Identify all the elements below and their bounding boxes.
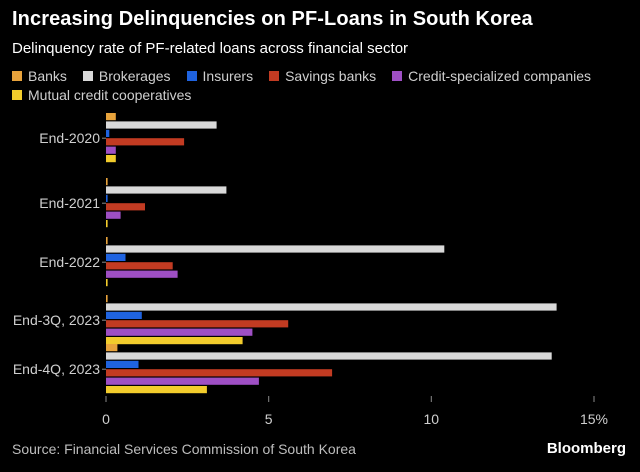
legend-label: Credit-specialized companies	[408, 68, 592, 84]
x-tick-label: 15%	[580, 411, 608, 427]
bar-0-1	[106, 121, 217, 129]
legend: Banks Brokerages Insurers Savings banks Cred…	[12, 68, 628, 103]
legend-label: Savings banks	[285, 68, 377, 84]
category-label: End-2022	[39, 254, 100, 270]
bar-2-4	[106, 270, 178, 278]
bar-0-5	[106, 155, 116, 163]
bar-2-1	[106, 245, 445, 253]
legend-item: Brokerages	[82, 68, 171, 84]
x-tick-label: 0	[102, 411, 110, 427]
category-label: End-2021	[39, 195, 100, 211]
bar-1-0	[106, 178, 108, 186]
bar-3-3	[106, 320, 289, 328]
bar-3-0	[106, 295, 108, 303]
bar-3-5	[106, 337, 243, 345]
chart-subtitle: Delinquency rate of PF-related loans acr…	[12, 40, 409, 57]
bar-2-5	[106, 279, 108, 287]
category-label: End-2020	[39, 130, 100, 146]
category-label: End-3Q, 2023	[13, 312, 100, 328]
source-note: Source: Financial Services Commission of…	[12, 441, 356, 457]
legend-swatch	[392, 71, 403, 81]
bar-3-2	[106, 311, 142, 319]
bar-1-5	[106, 220, 108, 228]
legend-item: Banks	[12, 68, 67, 84]
legend-swatch	[12, 90, 22, 100]
category-label: End-4Q, 2023	[13, 361, 100, 377]
legend-label: Insurers	[202, 68, 254, 84]
bar-1-1	[106, 186, 227, 194]
chart-title: Increasing Delinquencies on PF-Loans in …	[12, 8, 533, 30]
bloomberg-logo: Bloomberg	[546, 440, 626, 457]
legend-label: Banks	[28, 68, 67, 84]
x-tick-label: 10	[424, 411, 440, 427]
bar-4-1	[106, 352, 552, 360]
bar-1-3	[106, 203, 145, 211]
legend-swatch	[82, 71, 93, 81]
legend-item: Credit-specialized companies	[392, 68, 591, 84]
bar-0-4	[106, 146, 116, 154]
legend-label: Brokerages	[98, 68, 171, 84]
x-tick-label: 5	[265, 411, 273, 427]
legend-label: Mutual credit cooperatives	[28, 87, 192, 103]
legend-item: Insurers	[186, 68, 254, 84]
bar-4-2	[106, 360, 139, 368]
bar-2-0	[106, 237, 108, 245]
bar-4-0	[106, 344, 118, 352]
bar-2-3	[106, 262, 173, 270]
legend-swatch	[12, 71, 22, 81]
legend-item: Mutual credit cooperatives	[12, 87, 191, 103]
bar-2-2	[106, 253, 126, 261]
bar-4-4	[106, 377, 259, 385]
bar-4-3	[106, 369, 333, 377]
bar-1-4	[106, 211, 121, 219]
bar-3-4	[106, 328, 253, 336]
bar-0-3	[106, 138, 185, 146]
legend-item: Savings banks	[269, 68, 376, 84]
legend-swatch	[186, 71, 197, 81]
bar-0-2	[106, 129, 110, 137]
bar-1-2	[106, 194, 108, 202]
bar-4-5	[106, 386, 207, 394]
legend-swatch	[269, 71, 280, 81]
bar-0-0	[106, 113, 116, 121]
bar-3-1	[106, 303, 557, 311]
